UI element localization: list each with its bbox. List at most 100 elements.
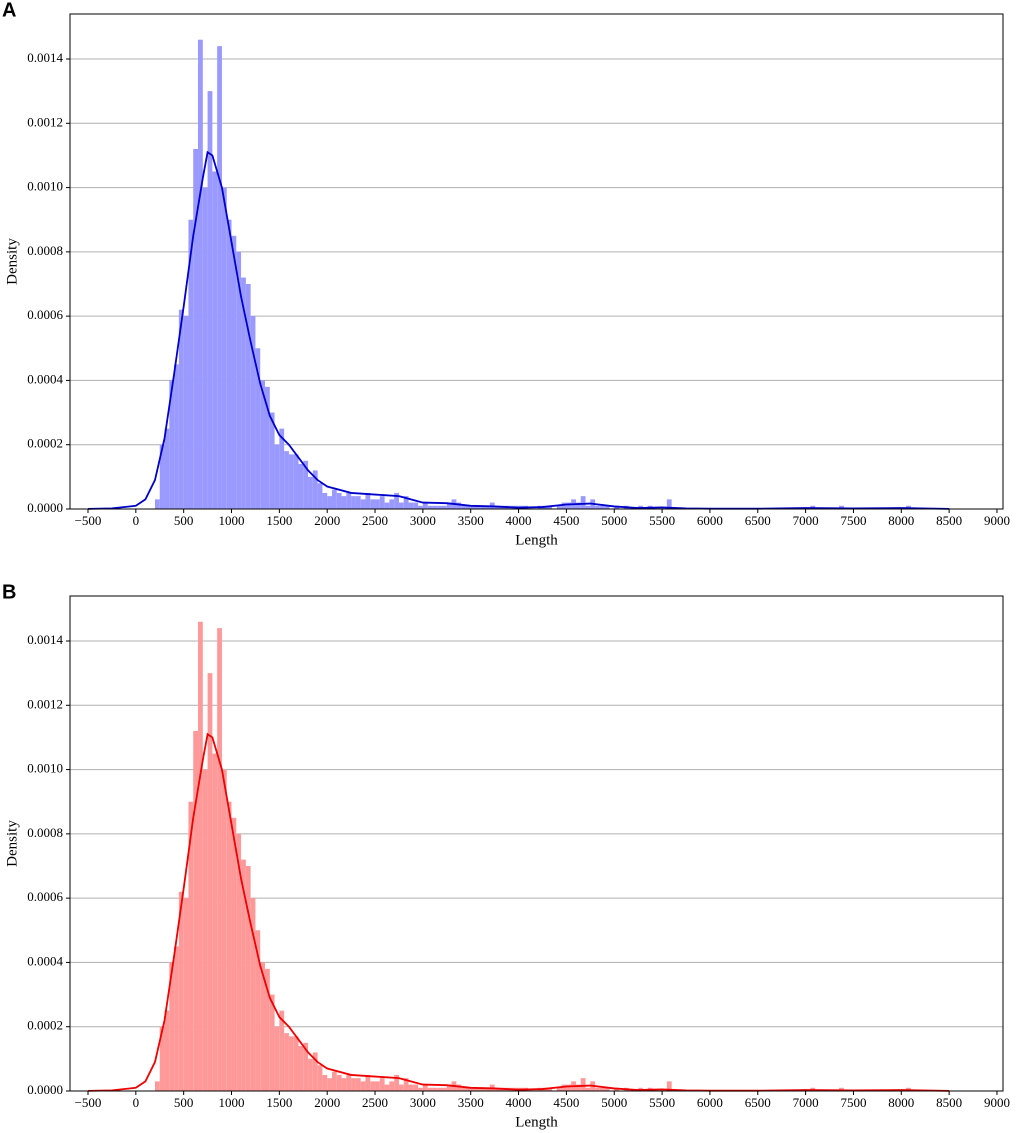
histogram-bar (169, 962, 175, 1091)
histogram-bar (202, 769, 208, 1091)
histogram-bar (461, 505, 466, 509)
x-tick-label: 1500 (266, 1095, 292, 1110)
histogram-bar (442, 1087, 447, 1091)
x-tick-label: 7500 (840, 513, 866, 528)
histogram-bar (346, 1074, 352, 1091)
histogram-bar (580, 496, 586, 509)
x-axis-label: Length (515, 1114, 558, 1130)
x-axis-label: Length (515, 532, 558, 548)
histogram-bar (413, 502, 419, 509)
x-tick-label: 3000 (410, 1095, 436, 1110)
histogram-bar (480, 1087, 486, 1091)
histogram-bar (355, 1078, 361, 1091)
x-tick-label: 6500 (745, 513, 771, 528)
x-tick-label: 500 (174, 1095, 194, 1110)
histogram-bar (442, 505, 447, 509)
histogram-bar (183, 898, 189, 1091)
histogram-bar (384, 1084, 390, 1091)
histogram-bar (418, 505, 423, 509)
histogram-bar (666, 1081, 672, 1091)
histogram-bar (355, 496, 361, 509)
x-tick-label: 5500 (649, 513, 675, 528)
histogram-bar (202, 187, 208, 510)
histogram-bar (265, 386, 270, 509)
x-tick-label: 7000 (793, 513, 819, 528)
histogram-bar (422, 1084, 428, 1091)
histogram-bar (475, 505, 481, 509)
histogram-bar (437, 505, 443, 509)
x-tick-label: 6000 (697, 513, 723, 528)
y-axis-label: Density (4, 820, 20, 867)
histogram-bar (250, 898, 256, 1091)
histogram-bar (365, 1074, 371, 1091)
histogram-bar (375, 499, 380, 509)
y-tick-label: 0.0012 (27, 696, 63, 711)
histogram-bar (178, 309, 184, 509)
histogram-bar (446, 1084, 452, 1091)
panel-label: A (2, 0, 16, 21)
histogram-bar (398, 1084, 404, 1091)
histogram-bar (437, 1087, 443, 1091)
histogram-bar (255, 930, 261, 1091)
histogram-bar (403, 496, 409, 509)
plot-frame (69, 595, 1004, 1092)
x-tick-label: 0 (133, 1095, 140, 1110)
histogram-bar (575, 502, 581, 509)
histogram-bar (279, 1010, 285, 1091)
histogram-bar (284, 1033, 289, 1091)
x-tick-label: 1000 (219, 513, 245, 528)
x-tick-label: 5000 (601, 513, 627, 528)
x-tick-label: 7000 (793, 1095, 819, 1110)
histogram-bar (408, 1084, 414, 1091)
x-tick-label: 3500 (458, 1095, 484, 1110)
histogram-bar (561, 1084, 567, 1091)
x-tick-label: 1500 (266, 513, 292, 528)
y-tick-label: 0.0010 (27, 761, 63, 776)
histogram-bar (470, 1087, 476, 1091)
histogram-bar (556, 1087, 562, 1091)
y-tick-label: 0.0010 (27, 179, 63, 194)
histogram-bar (485, 1087, 490, 1091)
x-tick-label: 4500 (553, 1095, 579, 1110)
histogram-bar (327, 1078, 332, 1091)
histogram-bar (336, 1074, 342, 1091)
histogram-bar (585, 1087, 591, 1091)
kde-line (87, 150, 950, 510)
histogram-bar (188, 801, 194, 1091)
histogram-bar (422, 502, 428, 509)
histogram-bar (288, 1036, 294, 1091)
histogram-bar (245, 284, 251, 509)
histogram-bar (604, 1087, 610, 1091)
histogram-bar (547, 505, 553, 509)
histogram-bar (288, 454, 294, 509)
x-tick-label: 9000 (984, 1095, 1010, 1110)
histogram-bar (408, 502, 414, 509)
histogram-bar (465, 1087, 471, 1091)
histogram-bar (427, 505, 433, 509)
histogram-bar (331, 1071, 337, 1091)
histogram-bar (188, 219, 194, 509)
histogram-bar (260, 962, 266, 1091)
histogram-bar (389, 1081, 395, 1091)
histogram-bar (432, 505, 438, 509)
histogram-bar (217, 628, 222, 1091)
histogram-bar (470, 505, 476, 509)
histogram-bar (198, 621, 203, 1091)
x-tick-label: 2500 (362, 1095, 388, 1110)
histogram-bar (351, 1078, 356, 1091)
histogram-bar (164, 428, 170, 509)
histogram-bar (312, 470, 318, 509)
histogram-bar (580, 1078, 586, 1091)
x-tick-label: 8000 (888, 1095, 914, 1110)
y-tick-label: 0.0004 (27, 953, 63, 968)
histogram-bar (456, 1084, 462, 1091)
histogram-bar (566, 502, 572, 509)
x-tick-label: 1000 (219, 1095, 245, 1110)
x-tick-label: 6000 (697, 1095, 723, 1110)
histogram-bar (241, 859, 246, 1091)
histogram-bar (360, 1081, 366, 1091)
histogram-bar (265, 968, 270, 1091)
x-tick-label: 8500 (936, 1095, 962, 1110)
x-tick-label: −500 (75, 513, 102, 528)
histogram-bar (312, 1052, 318, 1091)
